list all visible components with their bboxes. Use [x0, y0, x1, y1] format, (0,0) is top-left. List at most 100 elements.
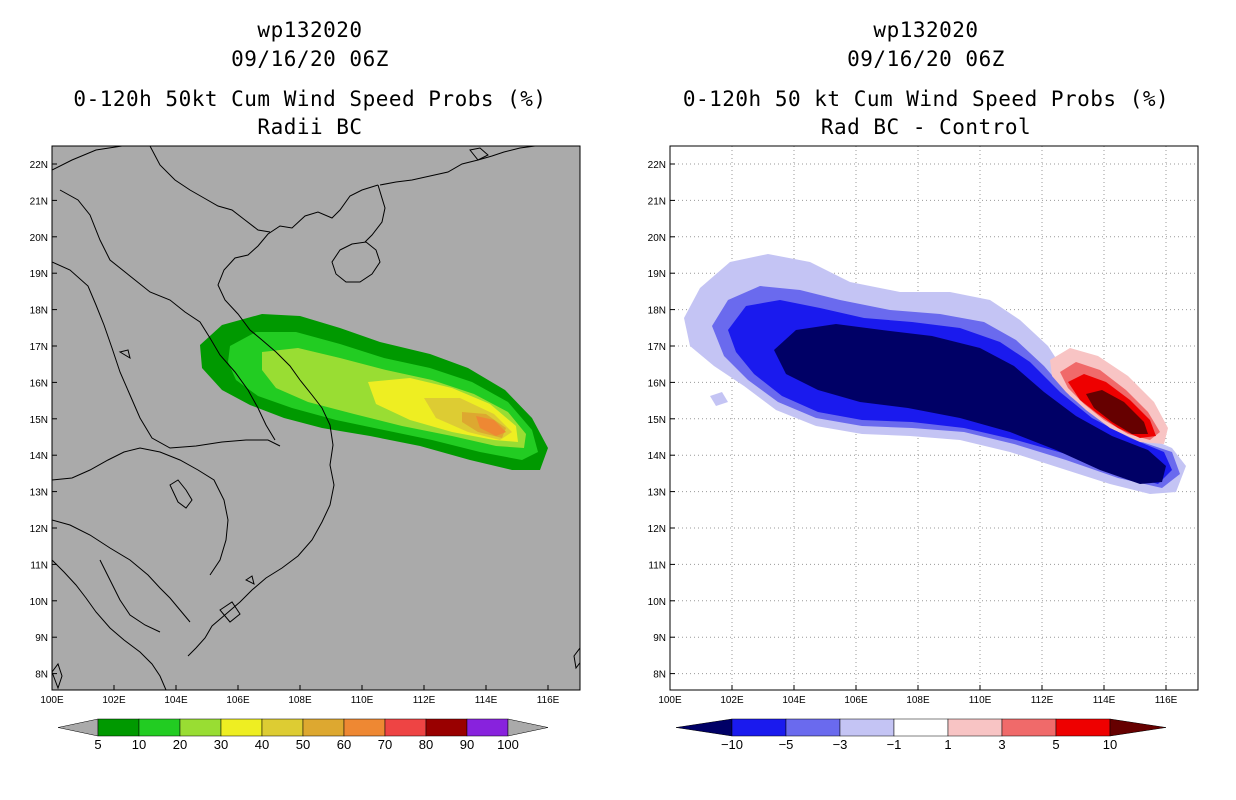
left-ytick-label: 19N — [30, 269, 48, 280]
left-ytick-label: 14N — [30, 451, 48, 462]
right-xtick-label: 112E — [1031, 695, 1054, 706]
left-ytick-label: 11N — [30, 560, 48, 571]
right-ytick-label: 18N — [648, 306, 666, 317]
right-xtick-label: 108E — [906, 695, 930, 706]
right-ytick-label: 17N — [648, 342, 666, 353]
right-colorbar-label: 3 — [998, 737, 1005, 752]
right-xtick-label: 114E — [1093, 695, 1116, 706]
right-ytick-label: 21N — [648, 196, 666, 207]
left-ytick-label: 9N — [35, 633, 48, 644]
right-map-frame — [669, 145, 1199, 691]
left-colorbar-label: 70 — [378, 737, 392, 752]
left-xtick-label: 112E — [413, 695, 436, 706]
right-colorbar-label: 1 — [944, 737, 951, 752]
left-colorbar-swatch — [138, 718, 181, 737]
left-colorbar-swatch — [261, 718, 304, 737]
right-ytick-label: 16N — [648, 378, 666, 389]
left-colorbar-swatch — [302, 718, 345, 737]
right-xtick-label: 102E — [720, 695, 744, 706]
left-ytick-label: 20N — [30, 233, 48, 244]
left-ytick-label: 15N — [30, 415, 48, 426]
right-datetime: 09/16/20 06Z — [847, 47, 1005, 71]
left-ytick-label: 10N — [30, 597, 48, 608]
right-ytick-label: 9N — [653, 633, 666, 644]
right-axis-ticks: 100E 102E 104E 106E 108E 110E 112E 114E 116E 22N 2… — [648, 160, 1178, 706]
left-colorbar-high-arrow — [507, 718, 549, 737]
left-plot-subtitle: Radii BC — [257, 115, 363, 139]
right-colorbar-label: −5 — [779, 737, 794, 752]
left-colorbar-label: 10 — [132, 737, 146, 752]
right-colorbar-swatch — [1001, 718, 1057, 737]
right-xtick-label: 116E — [1155, 695, 1178, 706]
left-colorbar-label: 30 — [214, 737, 228, 752]
left-colorbar-label: 20 — [173, 737, 187, 752]
left-storm-id: wp132020 — [257, 18, 363, 42]
left-colorbar: 5 10 20 30 40 50 60 70 80 90 100 — [57, 718, 549, 752]
left-colorbar-label: 100 — [497, 737, 519, 752]
right-xtick-label: 100E — [658, 695, 682, 706]
left-ytick-label: 22N — [30, 160, 48, 171]
left-ytick-label: 16N — [30, 378, 48, 389]
left-ytick-label: 13N — [30, 488, 48, 499]
left-xtick-label: 106E — [226, 695, 250, 706]
right-ytick-label: 20N — [648, 233, 666, 244]
left-xtick-label: 108E — [288, 695, 312, 706]
right-ytick-label: 10N — [648, 597, 666, 608]
right-colorbar-label: −3 — [833, 737, 848, 752]
left-map-panel: 100E 102E 104E 106E 108E 110E 112E 114E 116E 22N 2… — [30, 145, 581, 706]
left-ytick-label: 17N — [30, 342, 48, 353]
left-title-block: wp132020 09/16/20 06Z 0-120h 50kt Cum Wi… — [40, 16, 580, 146]
left-axis-ticks: 100E 102E 104E 106E 108E 110E 112E 114E 116E 22N 2… — [30, 160, 560, 706]
right-ytick-label: 14N — [648, 451, 666, 462]
diff-contour-pos10 — [1086, 390, 1148, 434]
left-colorbar-swatch — [384, 718, 427, 737]
left-colorbar-label: 5 — [94, 737, 101, 752]
left-xtick-label: 100E — [40, 695, 64, 706]
right-storm-id: wp132020 — [873, 18, 979, 42]
right-xtick-label: 106E — [844, 695, 868, 706]
diff-contour-neg1-blob — [710, 392, 728, 406]
left-ytick-label: 8N — [35, 670, 48, 681]
right-colorbar: −10 −5 −3 −1 1 3 5 10 — [675, 718, 1167, 752]
left-colorbar-label: 80 — [419, 737, 433, 752]
left-colorbar-label: 40 — [255, 737, 269, 752]
right-ytick-label: 8N — [653, 670, 666, 681]
left-xtick-label: 102E — [102, 695, 126, 706]
left-ytick-label: 18N — [30, 306, 48, 317]
right-plot-subtitle: Rad BC - Control — [820, 115, 1032, 139]
right-difference-contours — [684, 254, 1186, 494]
right-ytick-label: 11N — [648, 560, 666, 571]
left-map-frame — [51, 145, 581, 691]
right-plot-title: 0-120h 50 kt Cum Wind Speed Probs (%) — [682, 87, 1170, 111]
diff-contour-neg10 — [774, 324, 1166, 484]
right-colorbar-swatch — [839, 718, 895, 737]
right-ytick-label: 12N — [648, 524, 666, 535]
left-colorbar-label: 90 — [460, 737, 474, 752]
right-colorbar-label: 5 — [1052, 737, 1059, 752]
left-colorbar-swatch — [343, 718, 386, 737]
left-colorbar-label: 50 — [296, 737, 310, 752]
left-colorbar-swatch — [97, 718, 140, 737]
left-xtick-label: 110E — [351, 695, 374, 706]
right-colorbar-label: −10 — [721, 737, 743, 752]
right-title-block: wp132020 09/16/20 06Z 0-120h 50 kt Cum W… — [656, 16, 1196, 146]
left-ytick-label: 12N — [30, 524, 48, 535]
left-colorbar-swatch — [220, 718, 263, 737]
left-colorbar-swatch — [179, 718, 222, 737]
left-xtick-label: 116E — [537, 695, 560, 706]
left-xtick-label: 114E — [475, 695, 498, 706]
right-xtick-label: 110E — [969, 695, 992, 706]
right-ytick-label: 15N — [648, 415, 666, 426]
right-colorbar-high-arrow — [1109, 718, 1167, 737]
contour-60 — [476, 416, 506, 436]
right-colorbar-label: 10 — [1103, 737, 1117, 752]
left-ytick-label: 21N — [30, 196, 48, 207]
left-colorbar-swatch — [425, 718, 468, 737]
right-ytick-label: 13N — [648, 488, 666, 499]
right-map-panel: 100E 102E 104E 106E 108E 110E 112E 114E 116E 22N 2… — [648, 145, 1199, 706]
right-colorbar-swatch — [893, 718, 949, 737]
left-probability-contours — [200, 314, 548, 470]
left-colorbar-low-arrow — [57, 718, 99, 737]
right-colorbar-swatch — [1055, 718, 1111, 737]
